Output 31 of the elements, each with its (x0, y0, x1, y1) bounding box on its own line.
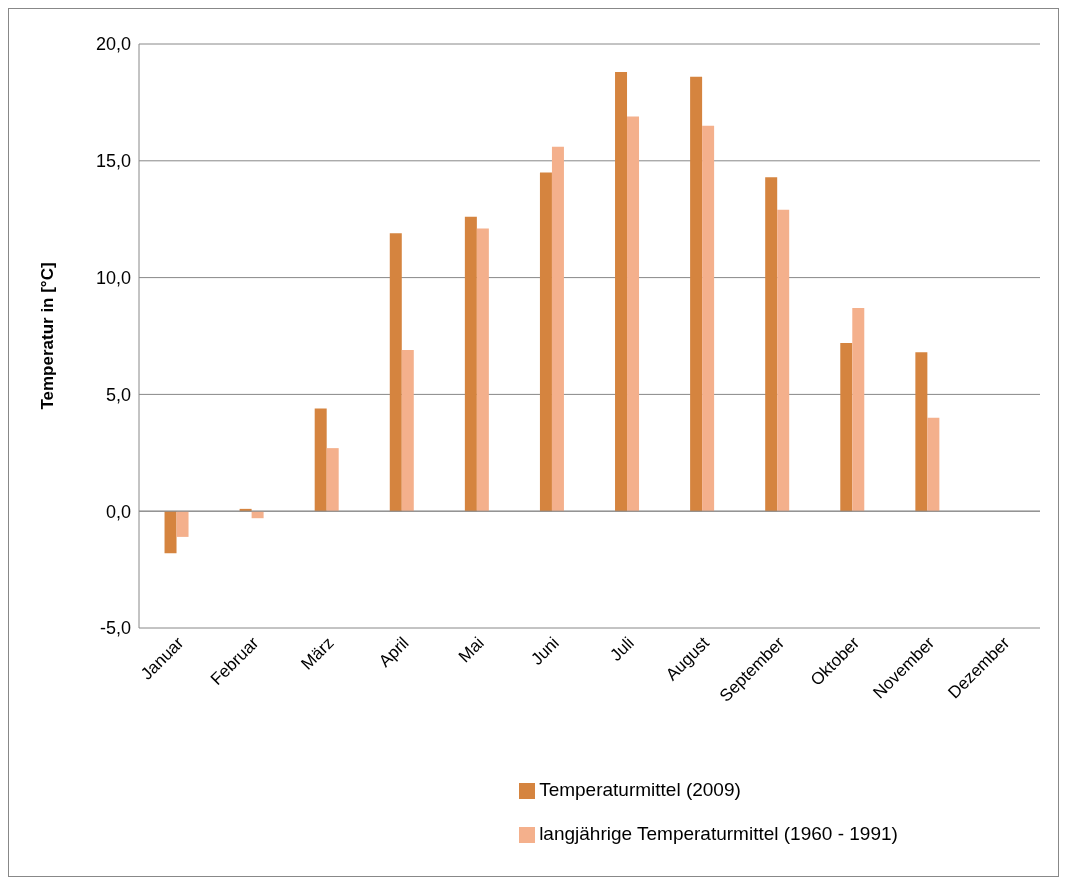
bar (777, 209, 790, 512)
y-tick-label: 10,0 (95, 267, 131, 288)
bar (164, 511, 177, 554)
bar (927, 417, 940, 512)
y-tick-label: 15,0 (95, 151, 131, 172)
x-tick-label: Juli (606, 633, 638, 665)
x-tick-label: Mai (454, 633, 488, 667)
bar (915, 352, 928, 512)
y-tick-label: 5,0 (105, 384, 131, 405)
bar (326, 448, 339, 512)
bar (852, 307, 865, 512)
bar (551, 146, 564, 512)
y-tick-label: -5,0 (99, 618, 131, 639)
y-tick-label: 0,0 (105, 501, 131, 522)
bar (389, 233, 402, 512)
bar (401, 350, 414, 512)
bar (840, 343, 853, 512)
bar (765, 177, 778, 512)
bar (702, 125, 715, 512)
bar (476, 228, 489, 512)
y-tick-label: 20,0 (95, 34, 131, 55)
bar (314, 408, 327, 512)
bar (176, 511, 189, 537)
bar (690, 76, 703, 512)
bar (615, 72, 628, 512)
bar (464, 216, 477, 512)
bar (627, 116, 640, 512)
legend-label: langjährige Temperaturmittel (1960 - 1991) (539, 823, 898, 844)
legend-label: Temperaturmittel (2009) (539, 779, 741, 800)
y-axis-title: Temperatur in [°C] (38, 262, 58, 410)
bar (539, 172, 552, 512)
